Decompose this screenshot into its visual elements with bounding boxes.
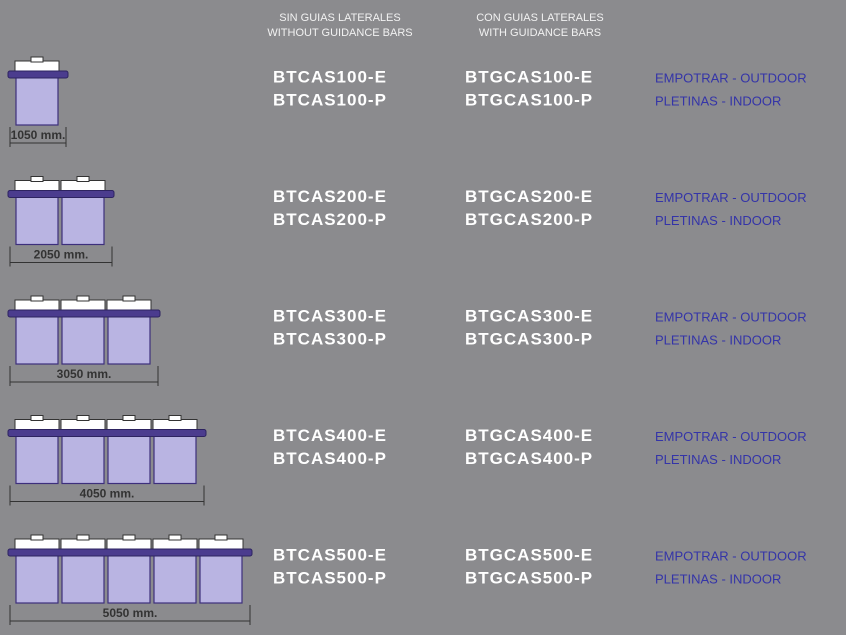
header-text: SIN GUIAS LATERALES	[279, 12, 400, 24]
unit-body	[153, 552, 197, 604]
unit-tab	[30, 534, 44, 541]
unit-body	[15, 432, 59, 485]
mount-type: PLETINAS - INDOOR	[655, 332, 781, 347]
unit-tab	[122, 295, 136, 302]
product-code: BTGCAS300-P	[465, 329, 593, 348]
product-drawing: 2050 mm.	[7, 176, 115, 267]
unit-tab	[76, 295, 90, 302]
header-text: CON GUIAS LATERALES	[476, 12, 604, 24]
mount-type: PLETINAS - INDOOR	[655, 93, 781, 108]
product-code: BTGCAS200-E	[465, 187, 593, 206]
unit-body	[107, 313, 151, 365]
guidance-bar	[7, 309, 161, 318]
product-drawing: 4050 mm.	[7, 415, 207, 506]
product-code: BTCAS400-P	[273, 449, 387, 468]
mount-type: EMPOTRAR - OUTDOOR	[655, 190, 807, 205]
mount-type: PLETINAS - INDOOR	[655, 452, 781, 467]
unit-body	[61, 552, 105, 604]
unit-tab	[30, 415, 44, 421]
unit-tab	[30, 176, 44, 182]
mount-type: EMPOTRAR - OUTDOOR	[655, 309, 807, 324]
unit-body	[61, 432, 105, 485]
unit-tab	[168, 415, 182, 421]
product-code: BTCAS100-E	[273, 67, 387, 86]
product-code: BTCAS100-P	[273, 90, 387, 109]
unit-tab	[76, 415, 90, 421]
unit-body	[15, 193, 59, 246]
product-code: BTGCAS500-P	[465, 568, 593, 587]
guidance-bar	[7, 190, 115, 198]
product-code: BTGCAS400-E	[465, 426, 593, 445]
unit-body	[107, 552, 151, 604]
product-code: BTGCAS100-P	[465, 90, 593, 109]
mount-type: EMPOTRAR - OUTDOOR	[655, 429, 807, 444]
unit-body	[153, 432, 197, 485]
unit-body	[15, 74, 59, 126]
product-code: BTCAS200-P	[273, 210, 387, 229]
mount-type: EMPOTRAR - OUTDOOR	[655, 70, 807, 85]
unit-tab	[214, 534, 228, 541]
product-code: BTCAS500-P	[273, 568, 387, 587]
product-drawing: 5050 mm.	[7, 534, 253, 625]
unit-body	[199, 552, 243, 604]
product-code: BTCAS300-E	[273, 306, 387, 325]
product-code: BTGCAS200-P	[465, 210, 593, 229]
product-code: BTCAS200-E	[273, 187, 387, 206]
dimension-label: 3050 mm.	[57, 367, 112, 381]
dimension-label: 4050 mm.	[80, 487, 135, 501]
unit-tab	[168, 534, 182, 541]
product-code: BTGCAS100-E	[465, 67, 593, 86]
product-code: BTGCAS400-P	[465, 449, 593, 468]
mount-type: EMPOTRAR - OUTDOOR	[655, 548, 807, 563]
product-drawing: 3050 mm.	[7, 295, 161, 386]
header-text: WITHOUT GUIDANCE BARS	[267, 27, 412, 39]
unit-body	[15, 313, 59, 365]
product-code: BTGCAS500-E	[465, 545, 593, 564]
header-text: WITH GUIDANCE BARS	[479, 27, 601, 39]
unit-body	[107, 432, 151, 485]
product-code: BTCAS500-E	[273, 545, 387, 564]
product-code: BTCAS300-P	[273, 329, 387, 348]
unit-tab	[122, 415, 136, 421]
unit-body	[15, 552, 59, 604]
unit-tab	[30, 295, 44, 302]
guidance-bar	[7, 548, 253, 557]
mount-type: PLETINAS - INDOOR	[655, 213, 781, 228]
mount-type: PLETINAS - INDOOR	[655, 571, 781, 586]
unit-body	[61, 313, 105, 365]
guidance-bar	[7, 70, 69, 79]
dimension-label: 2050 mm.	[34, 248, 89, 262]
product-code: BTCAS400-E	[273, 426, 387, 445]
unit-tab	[76, 176, 90, 182]
dimension-label: 5050 mm.	[103, 606, 158, 620]
unit-body	[61, 193, 105, 246]
guidance-bar	[7, 429, 207, 437]
product-drawing: 1050 mm.	[7, 56, 69, 147]
unit-tab	[122, 534, 136, 541]
dimension-label: 1050 mm.	[11, 128, 66, 142]
product-code: BTGCAS300-E	[465, 306, 593, 325]
unit-tab	[76, 534, 90, 541]
unit-tab	[30, 56, 44, 63]
